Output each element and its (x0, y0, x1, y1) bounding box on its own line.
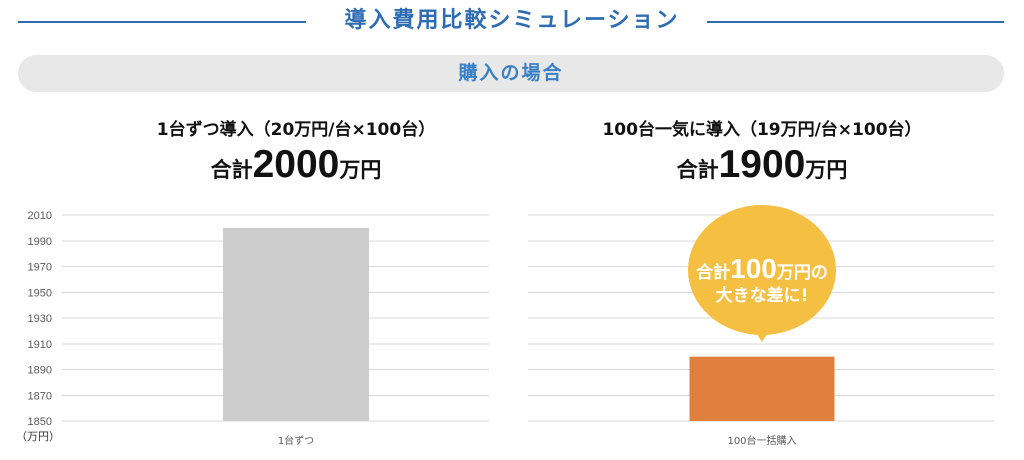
callout-line-2: 大きな差に! (715, 286, 809, 306)
y-tick-label: 1870 (28, 390, 52, 402)
total-prefix: 合計 (210, 158, 253, 182)
page-title: 導入費用比較シミュレーション (344, 8, 680, 33)
callout-bubble (688, 205, 836, 335)
bar (689, 356, 835, 421)
callout-text: 合計100万円の 大きな差に! (688, 253, 836, 308)
total-value: 2000 (252, 143, 340, 186)
y-tick-label: 1990 (28, 236, 52, 248)
x-category-label: 1台ずつ (278, 434, 314, 447)
title-rule-right (707, 21, 1004, 23)
callout-line-1: 合計100万円の (688, 253, 836, 284)
y-tick-label: 1970 (28, 262, 52, 274)
section-banner: 購入の場合 (18, 55, 1004, 92)
callout-value: 100 (730, 253, 777, 284)
x-category-label: 100台一括購入 (727, 434, 796, 447)
y-tick-label: 1850 (28, 416, 52, 428)
left-bar-chart: 2010 1990 1970 1950 1930 1910 1890 1870 1850 1台ずつ… (16, 210, 489, 447)
section-label: 購入の場合 (458, 62, 564, 84)
title-rule-left (18, 21, 306, 23)
left-plan-total: 合計2000万円 (46, 145, 546, 192)
total-value: 1900 (718, 143, 806, 186)
y-tick-label: 1930 (28, 313, 52, 325)
bar (223, 227, 369, 421)
y-axis-unit-label: （万円） (16, 430, 60, 443)
right-plan-total: 合計1900万円 (512, 145, 1012, 192)
callout-suffix: 万円の (776, 263, 828, 283)
callout-prefix: 合計 (696, 263, 731, 283)
y-tick-label: 1950 (28, 287, 52, 299)
right-plan-heading: 100台一気に導入（19万円/台×100台） (602, 120, 922, 140)
y-tick-label: 2010 (28, 210, 52, 222)
left-plan-heading: 1台ずつ導入（20万円/台×100台） (156, 120, 436, 140)
y-tick-label: 1910 (28, 339, 52, 351)
total-unit: 万円 (339, 158, 382, 182)
y-tick-label: 1890 (28, 365, 52, 377)
total-unit: 万円 (805, 158, 848, 182)
total-prefix: 合計 (676, 158, 719, 182)
